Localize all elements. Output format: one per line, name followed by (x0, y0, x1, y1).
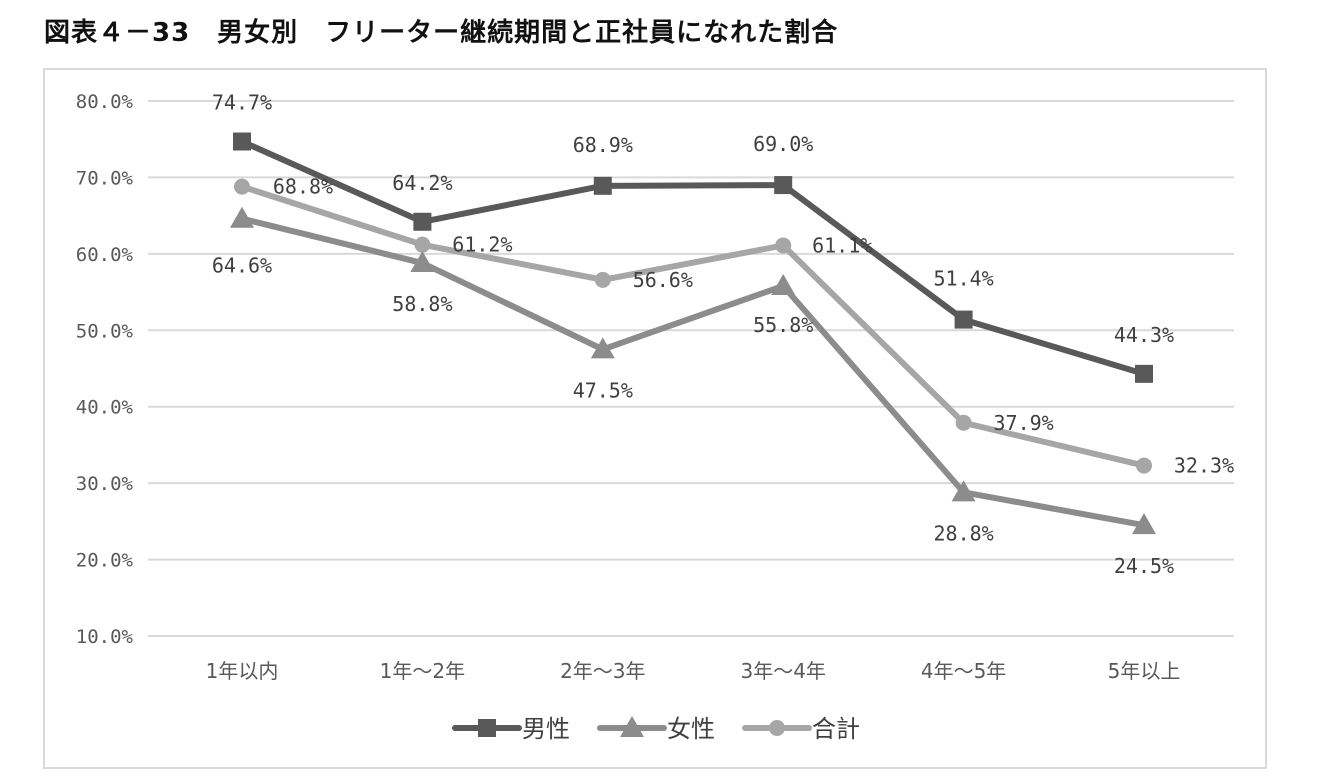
data-point-circle (234, 178, 250, 195)
data-label: 32.3% (1174, 454, 1234, 478)
series-circle (234, 178, 1152, 474)
legend-label: 合計 (812, 715, 860, 743)
data-point-circle (775, 237, 792, 254)
data-point-triangle (771, 273, 796, 295)
data-point-circle (414, 236, 431, 253)
chart-frame (43, 68, 1267, 769)
data-label: 37.9% (993, 411, 1053, 435)
data-label: 44.3% (1114, 323, 1174, 347)
x-tick-label: 2年～3年 (560, 659, 645, 683)
data-label: 58.8% (392, 292, 452, 316)
legend-item: 女性 (597, 715, 715, 743)
data-point-square (1135, 364, 1153, 383)
data-point-square (413, 212, 432, 231)
data-label: 47.5% (573, 378, 633, 402)
legend-marker-circle (769, 720, 785, 736)
legend-item: 合計 (742, 715, 860, 743)
y-tick-label: 50.0% (76, 320, 134, 342)
chart-title: 図表４－33 男女別 フリーター継続期間と正社員になれた割合 (44, 18, 839, 48)
data-label: 74.7% (212, 91, 272, 115)
data-point-square (774, 176, 793, 195)
data-label: 61.2% (452, 233, 512, 257)
data-label: 61.1% (812, 233, 872, 257)
data-label: 55.8% (753, 313, 813, 337)
data-label: 68.8% (273, 175, 333, 199)
y-tick-label: 40.0% (76, 397, 134, 419)
y-tick-label: 10.0% (76, 626, 134, 648)
data-label: 24.5% (1114, 554, 1174, 578)
x-tick-label: 1年以内 (206, 659, 279, 683)
legend-label: 女性 (667, 715, 715, 743)
data-point-triangle (590, 337, 615, 359)
y-tick-label: 20.0% (76, 550, 134, 572)
data-point-circle (1136, 457, 1152, 474)
data-label: 56.6% (633, 268, 693, 292)
data-label: 64.6% (212, 254, 272, 278)
data-label: 64.2% (392, 171, 452, 195)
y-tick-label: 60.0% (76, 244, 134, 266)
data-label: 28.8% (933, 521, 993, 545)
data-point-triangle (410, 251, 435, 273)
data-point-triangle (1132, 513, 1156, 535)
data-point-triangle (230, 206, 254, 228)
x-tick-label: 4年～5年 (921, 659, 1006, 683)
y-tick-label: 80.0% (76, 91, 134, 113)
series-line (241, 215, 1145, 529)
data-point-square (593, 176, 612, 195)
data-point-circle (955, 414, 972, 431)
x-tick-label: 1年～2年 (380, 659, 465, 683)
x-tick-label: 5年以上 (1108, 659, 1181, 683)
y-tick-label: 30.0% (76, 473, 134, 495)
data-point-circle (594, 271, 611, 288)
series-line (241, 183, 1145, 469)
y-tick-label: 70.0% (76, 167, 134, 189)
data-label: 69.0% (753, 132, 813, 156)
series-triangle (230, 206, 1156, 535)
data-point-square (954, 310, 973, 329)
data-label: 51.4% (933, 267, 993, 291)
series-square (233, 132, 1153, 383)
data-point-triangle (951, 480, 976, 502)
legend-item: 男性 (452, 715, 570, 743)
series-line (240, 138, 1145, 377)
data-label: 68.9% (573, 133, 633, 157)
legend-label: 男性 (522, 715, 570, 743)
data-point-square (233, 132, 251, 151)
legend-marker-triangle (620, 716, 644, 737)
legend-marker-square (478, 719, 496, 737)
x-tick-label: 3年～4年 (740, 659, 825, 683)
